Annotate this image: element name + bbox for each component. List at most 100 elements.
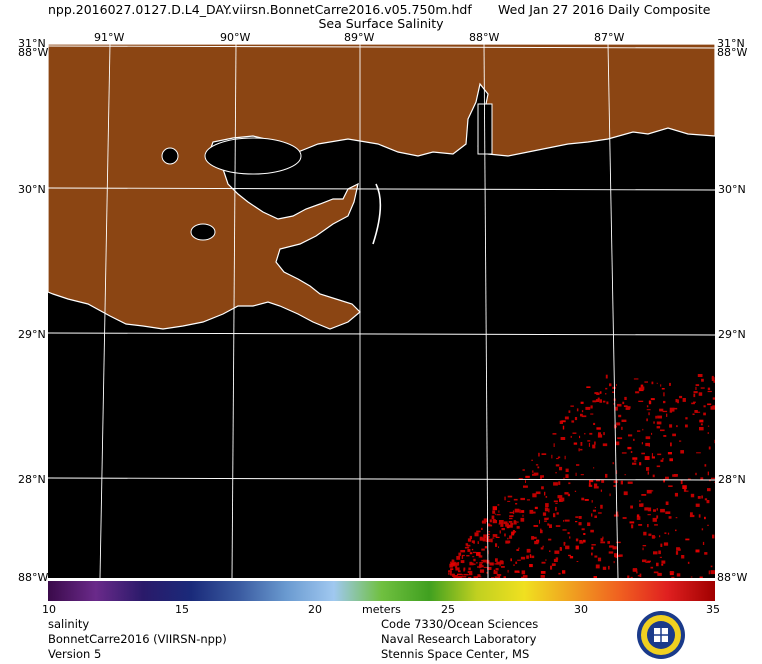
salinity-pixel xyxy=(575,472,577,476)
salinity-pixel xyxy=(520,556,526,560)
salinity-pixel xyxy=(581,497,585,501)
salinity-pixel xyxy=(469,573,473,576)
salinity-pixel xyxy=(647,524,649,528)
salinity-pixel xyxy=(551,563,556,566)
salinity-pixel xyxy=(671,576,675,578)
salinity-pixel xyxy=(565,474,569,478)
salinity-pixel xyxy=(640,384,644,387)
salinity-pixel xyxy=(628,434,633,437)
salinity-pixel xyxy=(495,543,498,547)
salinity-pixel xyxy=(693,401,696,403)
salinity-pixel xyxy=(562,425,565,430)
salinity-pixel xyxy=(622,517,627,519)
salinity-pixel xyxy=(467,549,471,552)
salinity-pixel xyxy=(525,480,526,483)
salinity-pixel xyxy=(481,559,486,562)
salinity-pixel xyxy=(560,437,566,440)
salinity-pixel xyxy=(598,512,602,514)
salinity-pixel xyxy=(461,554,465,557)
salinity-pixel xyxy=(567,532,570,535)
salinity-pixel xyxy=(639,500,641,502)
salinity-pixel xyxy=(555,506,557,511)
salinity-pixel xyxy=(597,434,603,438)
salinity-pixel xyxy=(622,401,625,405)
salinity-pixel xyxy=(473,558,476,562)
salinity-pixel xyxy=(520,517,525,522)
salinity-pixel xyxy=(507,500,511,502)
salinity-pixel xyxy=(455,562,459,566)
salinity-pixel xyxy=(526,499,530,501)
salinity-pixel xyxy=(458,576,463,578)
salinity-pixel xyxy=(675,517,678,519)
salinity-pixel xyxy=(455,567,460,571)
salinity-pixel xyxy=(476,552,481,556)
salinity-pixel xyxy=(568,554,571,557)
salinity-pixel xyxy=(638,400,644,402)
salinity-pixel xyxy=(636,516,641,520)
salinity-pixel xyxy=(499,560,503,564)
salinity-pixel xyxy=(476,530,481,533)
salinity-pixel xyxy=(714,439,715,444)
salinity-pixel xyxy=(614,553,619,558)
salinity-pixel xyxy=(699,427,704,431)
salinity-pixel xyxy=(675,529,677,532)
salinity-pixel xyxy=(693,391,698,394)
graticule xyxy=(48,44,715,578)
salinity-pixel xyxy=(523,485,528,488)
salinity-pixel xyxy=(644,381,648,383)
corner-lon-label: 88°W xyxy=(717,46,748,59)
salinity-pixel xyxy=(550,565,553,570)
salinity-pixel xyxy=(486,571,489,574)
salinity-pixel xyxy=(580,442,583,446)
salinity-pixel xyxy=(488,531,491,533)
salinity-pixel xyxy=(654,524,658,526)
salinity-pixel xyxy=(477,576,482,578)
salinity-pixel xyxy=(707,488,711,492)
corner-lat-label: 31°N xyxy=(717,37,745,50)
salinity-pixel xyxy=(674,492,678,497)
salinity-pixel xyxy=(483,534,488,538)
salinity-pixel xyxy=(589,479,594,483)
salinity-pixel xyxy=(569,536,571,539)
salinity-pixel xyxy=(627,481,633,484)
footer-lab: Naval Research Laboratory xyxy=(381,632,537,646)
salinity-pixel xyxy=(639,503,643,507)
salinity-pixel xyxy=(541,561,546,564)
salinity-pixel xyxy=(656,562,659,567)
salinity-pixel xyxy=(591,500,593,503)
salinity-pixel xyxy=(608,551,614,554)
salinity-pixel xyxy=(682,485,687,489)
salinity-pixel xyxy=(661,388,665,390)
salinity-pixel xyxy=(602,443,608,447)
colorbar-tick: 20 xyxy=(308,603,322,616)
parallel-28n xyxy=(48,477,715,481)
salinity-pixel xyxy=(704,464,707,467)
salinity-pixel xyxy=(500,523,504,527)
salinity-pixel xyxy=(595,564,600,569)
salinity-pixel xyxy=(644,456,650,460)
corner-lat-label: 31°N xyxy=(18,37,46,50)
salinity-pixel xyxy=(503,521,508,525)
salinity-pixel xyxy=(710,570,715,575)
salinity-pixel xyxy=(535,491,541,495)
salinity-pixel xyxy=(512,510,515,515)
salinity-pixel xyxy=(650,398,655,401)
salinity-pixel xyxy=(606,401,609,405)
salinity-pixel xyxy=(593,422,596,425)
salinity-pixel xyxy=(529,564,533,568)
salinity-pixel xyxy=(612,546,617,550)
salinity-pixel xyxy=(656,426,661,429)
salinity-pixel xyxy=(700,477,704,480)
salinity-pixel xyxy=(615,406,618,411)
salinity-pixel xyxy=(641,452,645,455)
salinity-pixel xyxy=(700,387,705,389)
salinity-pixel xyxy=(498,523,500,525)
salinity-pixel xyxy=(612,462,614,465)
salinity-pixel xyxy=(660,543,663,547)
salinity-pixel xyxy=(696,411,701,413)
salinity-pixel xyxy=(532,470,534,473)
salinity-pixel xyxy=(707,524,709,526)
salinity-pixel xyxy=(471,540,474,543)
salinity-pixel xyxy=(706,500,710,504)
salinity-pixel xyxy=(568,482,571,485)
